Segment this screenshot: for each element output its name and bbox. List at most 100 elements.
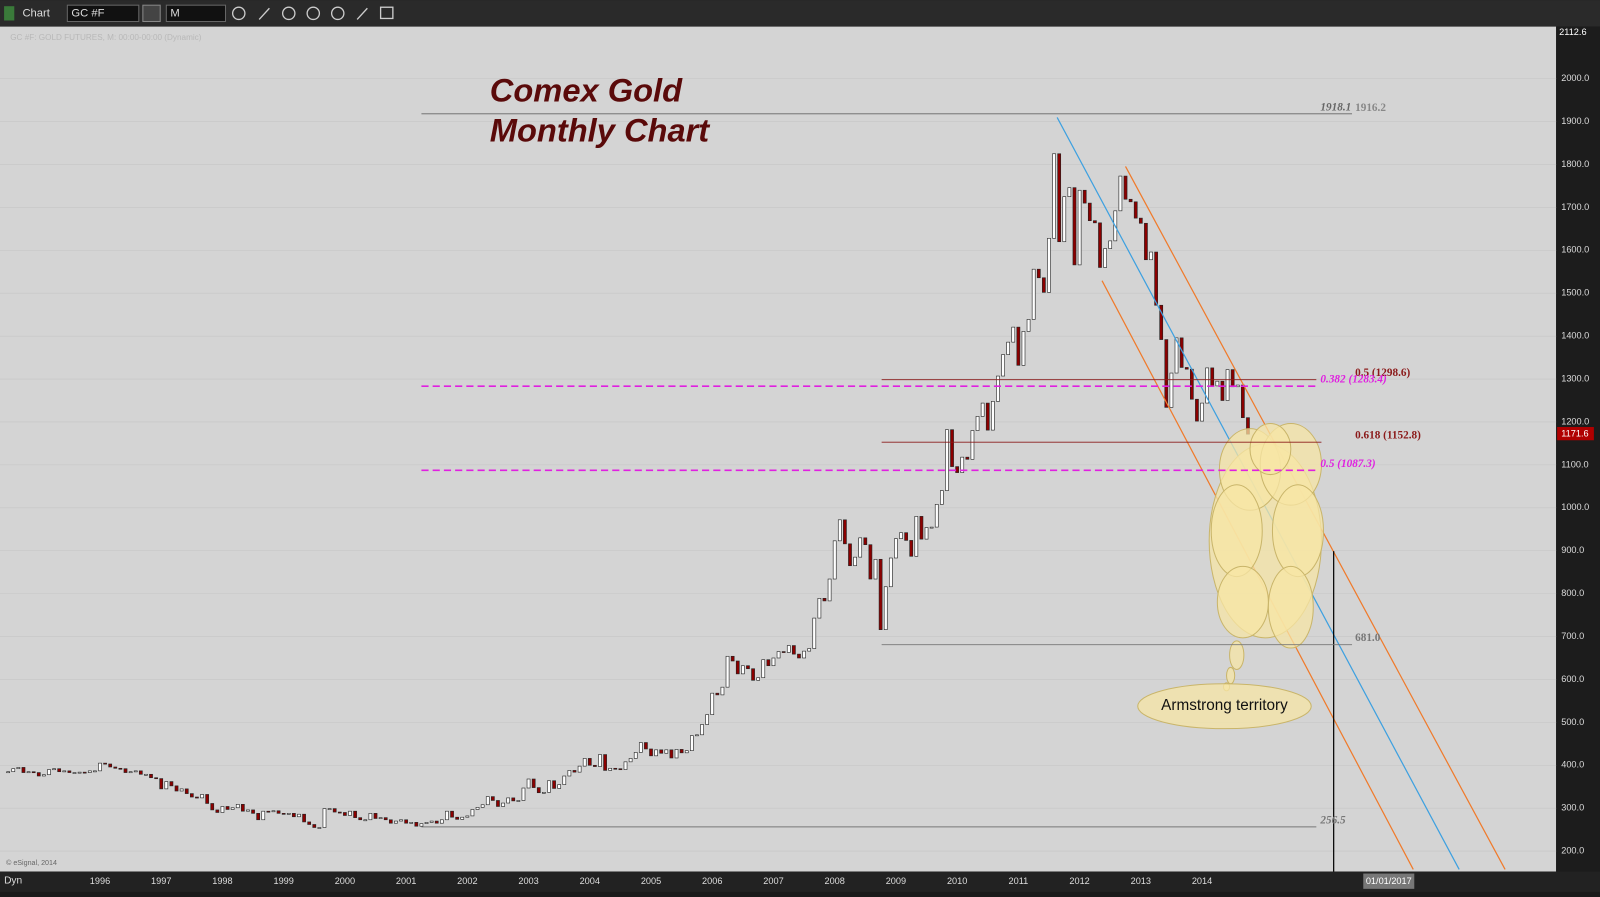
candle: [312, 824, 317, 828]
future-date: 01/01/2017: [1366, 876, 1412, 886]
candle: [11, 768, 16, 773]
candle: [572, 770, 577, 773]
candle: [1195, 398, 1199, 422]
candle: [950, 429, 954, 467]
x-tick-label: 2003: [518, 876, 538, 886]
candle: [700, 724, 704, 736]
candle: [87, 770, 92, 773]
candle: [965, 456, 970, 460]
candle: [863, 537, 868, 546]
candle: [159, 778, 164, 790]
candle: [98, 762, 102, 772]
symbol-box[interactable]: [66, 4, 140, 23]
y-tick-label: 800.0: [1561, 588, 1584, 598]
candle: [414, 822, 419, 827]
candle: [1087, 202, 1092, 222]
mode[interactable]: Dyn: [4, 875, 22, 886]
candle: [1220, 380, 1225, 401]
candle: [47, 769, 51, 776]
candle: [1169, 372, 1174, 408]
candle: [725, 655, 730, 688]
toolbar-icons[interactable]: [231, 6, 394, 21]
candle: [991, 401, 995, 431]
candle: [970, 430, 975, 460]
candle: [1057, 153, 1062, 243]
candle: [200, 794, 204, 799]
candle: [899, 532, 903, 539]
candle: [878, 558, 883, 630]
interval-box[interactable]: [165, 4, 227, 23]
candle: [873, 558, 878, 580]
candle: [348, 810, 352, 816]
chart-header: GC #F: GOLD FUTURES, M: 00:00-00:00 (Dyn…: [10, 33, 202, 42]
candle: [302, 813, 306, 823]
candle: [1016, 326, 1021, 366]
candle: [220, 806, 225, 813]
candle: [771, 657, 776, 667]
candle: [985, 402, 990, 431]
candle: [945, 429, 949, 491]
candle: [848, 543, 852, 567]
candle: [465, 815, 470, 818]
candle: [603, 754, 607, 771]
candle: [1072, 187, 1077, 266]
candle: [195, 796, 199, 799]
x-tick-label: 1998: [212, 876, 232, 886]
candle: [501, 802, 505, 807]
candle: [1077, 189, 1082, 266]
y-tick-label: 1300.0: [1561, 373, 1589, 383]
candle: [1093, 220, 1097, 224]
x-tick-label: 2001: [396, 876, 416, 886]
y-tick-label: 900.0: [1561, 545, 1584, 555]
candle: [332, 808, 337, 813]
x-tick-label: 2004: [580, 876, 600, 886]
title-line: Monthly Chart: [490, 111, 711, 148]
x-tick-label: 2012: [1069, 876, 1089, 886]
candle: [1128, 198, 1133, 203]
candle: [684, 750, 689, 754]
level-label: 0.382 (1283.4): [1320, 374, 1387, 386]
candle: [1241, 384, 1245, 418]
candle: [853, 556, 857, 567]
x-tick-label: 2006: [702, 876, 722, 886]
level-label: 0.5 (1087.3): [1320, 458, 1375, 470]
symbol[interactable]: GC #F: [71, 7, 104, 19]
level-label: 1918.1: [1320, 101, 1351, 113]
candle: [184, 788, 189, 794]
y-tick-label: 1100.0: [1561, 459, 1588, 469]
candle: [215, 809, 220, 813]
candle: [383, 817, 388, 821]
level-label: 1916.2: [1355, 102, 1386, 114]
candle: [1159, 304, 1164, 340]
candle: [1098, 222, 1102, 268]
candle: [1001, 354, 1005, 377]
interval[interactable]: M: [170, 7, 179, 19]
candle: [21, 767, 26, 773]
candle: [812, 617, 817, 649]
x-tick-label: 2009: [886, 876, 906, 886]
candle: [485, 796, 490, 806]
candle: [128, 771, 133, 774]
candle: [138, 770, 143, 775]
candle: [1031, 268, 1036, 320]
x-tick-label: 2000: [335, 876, 355, 886]
candle: [710, 692, 715, 715]
y-tick-label: 1400.0: [1561, 331, 1589, 341]
candle: [1225, 369, 1230, 401]
candle: [940, 490, 944, 505]
candle: [62, 770, 67, 773]
candle: [322, 808, 327, 828]
candle: [929, 526, 934, 529]
candle: [690, 735, 694, 751]
candle: [587, 758, 592, 766]
candle: [399, 819, 403, 822]
tool-button[interactable]: [142, 4, 161, 23]
candle: [909, 540, 914, 557]
candle: [77, 771, 82, 774]
candle: [1026, 319, 1031, 332]
x-tick-label: 1997: [151, 876, 171, 886]
candle: [593, 764, 597, 767]
candle: [246, 809, 250, 812]
candle: [256, 813, 260, 821]
